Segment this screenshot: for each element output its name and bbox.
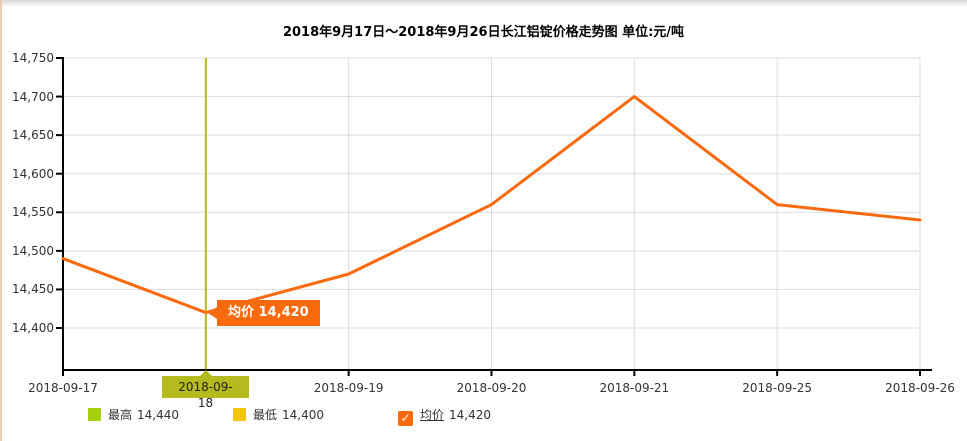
x-tick-label: 2018-09-20 <box>456 381 527 395</box>
y-tick-label: 14,550 <box>12 205 54 220</box>
y-tick-label: 14,750 <box>12 51 54 65</box>
legend-label-high: 最高 <box>108 408 133 422</box>
price-tooltip-label: 均价 <box>228 305 255 320</box>
legend-item-high[interactable]: 最高 14,440 <box>88 406 179 422</box>
price-line <box>61 95 922 315</box>
selected-date-text: 2018-09-18 <box>178 380 233 410</box>
legend-label-average[interactable]: 均价 <box>420 408 445 422</box>
legend-value-average: 14,420 <box>449 408 492 422</box>
average-checkbox-icon[interactable]: ✓ <box>398 411 413 426</box>
legend-value-low: 14,400 <box>282 408 325 422</box>
x-tick-label: 2018-09-26 <box>885 381 955 395</box>
y-tick-label: 14,700 <box>12 89 54 104</box>
price-tooltip: 均价 14,420 <box>208 300 320 326</box>
tooltip-left-arrow-icon <box>208 307 217 319</box>
legend-label-low: 最低 <box>253 408 278 422</box>
tooltip-up-arrow-icon <box>199 370 213 377</box>
price-tooltip-value: 14,420 <box>258 305 309 320</box>
y-tick-label: 14,400 <box>12 321 54 335</box>
legend-item-low[interactable]: 最低 14,400 <box>233 406 324 422</box>
x-tick-label: 2018-09-21 <box>599 381 670 395</box>
x-tick-label: 2018-09-19 <box>313 381 384 395</box>
page-left-border <box>0 0 2 441</box>
y-tick-label: 14,500 <box>12 243 54 258</box>
low-swatch-icon <box>233 408 246 421</box>
y-tick-label: 14,450 <box>12 282 54 297</box>
x-tick-label: 2018-09-17 <box>28 381 98 395</box>
check-icon: ✓ <box>400 411 411 425</box>
legend-value-high: 14,440 <box>137 408 180 422</box>
y-tick-label: 14,650 <box>12 128 54 143</box>
selected-date-tooltip: 2018-09-18 <box>162 370 249 410</box>
y-tick-label: 14,600 <box>12 166 54 181</box>
x-tick-label: 2018-09-25 <box>742 381 813 395</box>
high-swatch-icon <box>88 408 101 421</box>
legend-item-average[interactable]: ✓ 均价 14,420 <box>398 406 492 426</box>
chart-title: 2018年9月17日～2018年9月26日长江铝锭价格走势图 单位:元/吨 <box>282 25 685 40</box>
